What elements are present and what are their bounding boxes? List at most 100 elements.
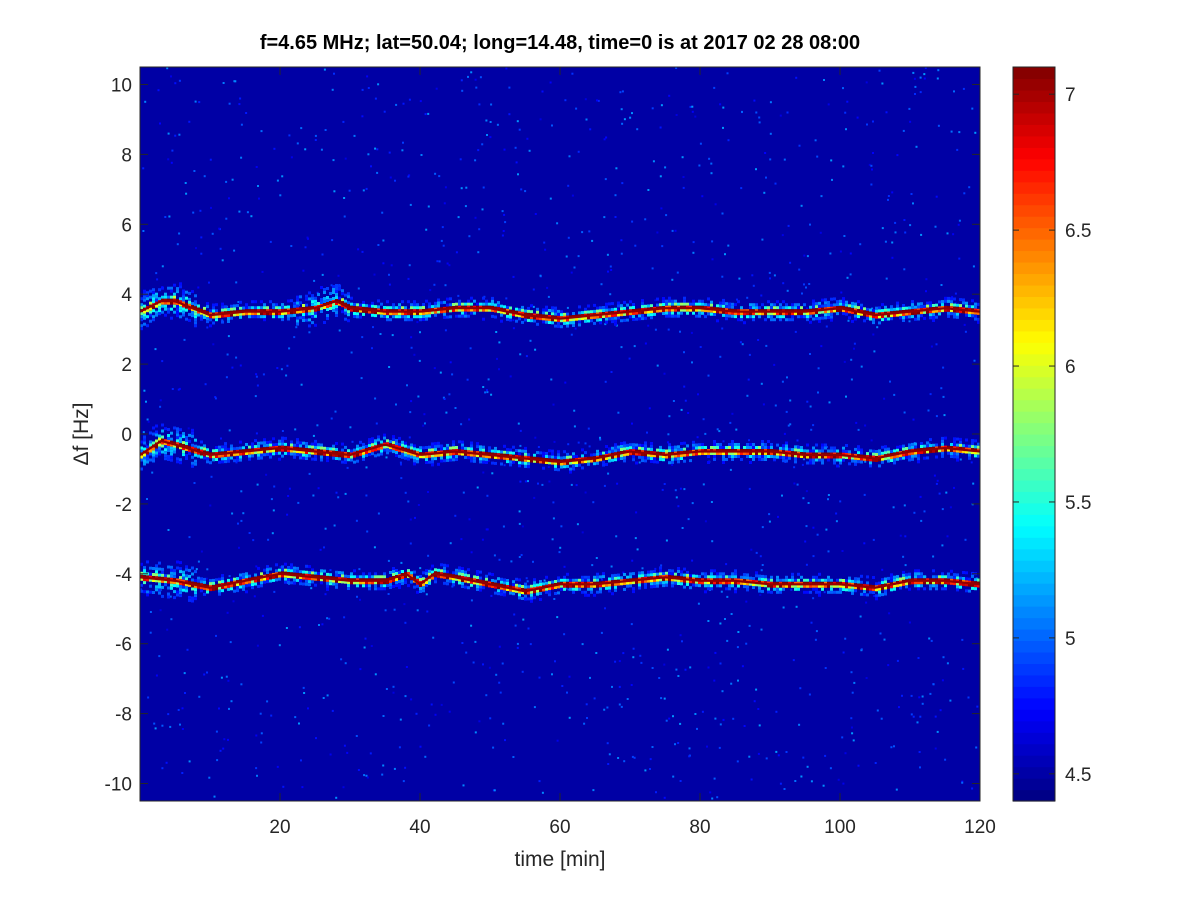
heatmap-cell: [530, 304, 533, 308]
heatmap-cell: [410, 580, 413, 584]
heatmap-cell: [146, 578, 149, 582]
heatmap-cell: [485, 583, 488, 587]
heatmap-cell: [524, 582, 527, 586]
heatmap-cell: [824, 310, 827, 314]
heatmap-cell: [395, 572, 398, 575]
heatmap-cell: [845, 303, 848, 307]
heatmap-cell: [584, 310, 587, 314]
heatmap-cell: [338, 454, 341, 458]
heatmap-cell: [769, 132, 772, 135]
heatmap-cell: [255, 734, 258, 737]
heatmap-cell: [143, 313, 146, 317]
heatmap-cell: [278, 457, 281, 461]
heatmap-cell: [915, 145, 918, 148]
heatmap-cell: [382, 764, 385, 767]
heatmap-cell: [488, 452, 491, 456]
heatmap-cell: [505, 67, 508, 70]
heatmap-cell: [554, 464, 557, 468]
heatmap-cell: [599, 321, 602, 325]
heatmap-cell: [464, 573, 467, 577]
heatmap-cell: [731, 412, 734, 415]
heatmap-cell: [567, 184, 570, 187]
heatmap-cell: [156, 278, 159, 281]
heatmap-cell: [563, 321, 566, 325]
heatmap-cell: [887, 447, 890, 451]
heatmap-cell: [255, 767, 258, 770]
heatmap-cell: [553, 598, 556, 600]
heatmap-cell: [149, 575, 152, 579]
heatmap-cell: [440, 456, 443, 460]
heatmap-cell: [681, 527, 684, 529]
heatmap-cell: [950, 455, 953, 458]
heatmap-cell: [611, 308, 614, 312]
heatmap-cell: [524, 309, 527, 313]
heatmap-cell: [584, 451, 587, 455]
heatmap-cell: [851, 459, 854, 463]
heatmap-cell: [644, 441, 647, 445]
heatmap-cell: [221, 574, 224, 578]
heatmap-cell: [155, 451, 158, 455]
heatmap-cell: [773, 306, 776, 310]
heatmap-cell: [728, 443, 731, 446]
heatmap-cell: [557, 450, 560, 454]
heatmap-cell: [578, 320, 581, 324]
heatmap-cell: [226, 611, 229, 614]
heatmap-cell: [695, 443, 698, 447]
heatmap-cell: [545, 458, 548, 461]
heatmap-cell: [179, 306, 182, 310]
heatmap-cell: [140, 458, 143, 462]
heatmap-cell: [427, 491, 429, 493]
heatmap-cell: [794, 303, 797, 307]
heatmap-cell: [681, 156, 684, 159]
heatmap-cell: [344, 451, 347, 455]
heatmap-cell: [533, 596, 536, 600]
heatmap-cell: [203, 583, 206, 587]
heatmap-cell: [572, 464, 575, 468]
heatmap-cell: [785, 306, 788, 310]
heatmap-cell: [770, 452, 773, 455]
heatmap-cell: [591, 239, 594, 242]
heatmap-cell: [769, 277, 771, 280]
heatmap-cell: [248, 312, 251, 316]
heatmap-cell: [395, 315, 398, 319]
heatmap-cell: [866, 316, 869, 320]
heatmap-cell: [155, 567, 158, 571]
heatmap-cell: [407, 454, 410, 458]
heatmap-cell: [602, 463, 605, 467]
heatmap-cell: [854, 305, 857, 309]
heatmap-cell: [149, 313, 152, 317]
heatmap-cell: [822, 784, 825, 787]
heatmap-cell: [341, 292, 344, 296]
heatmap-cell: [419, 315, 422, 319]
heatmap-cell: [275, 306, 278, 310]
heatmap-cell: [632, 303, 635, 306]
heatmap-cell: [571, 72, 574, 75]
heatmap-cell: [265, 473, 268, 476]
heatmap-cell: [446, 564, 449, 568]
heatmap-cell: [578, 463, 581, 467]
heatmap-cell: [415, 712, 418, 715]
heatmap-cell: [734, 455, 737, 458]
heatmap-cell: [257, 312, 260, 316]
heatmap-cell: [869, 308, 872, 312]
heatmap-cell: [167, 449, 170, 452]
heatmap-cell: [626, 452, 629, 456]
heatmap-cell: [671, 457, 674, 461]
heatmap-cell: [320, 443, 323, 447]
heatmap-cell: [534, 436, 537, 439]
heatmap-cell: [570, 333, 573, 336]
heatmap-cell: [916, 721, 919, 724]
heatmap-cell: [212, 343, 215, 346]
heatmap-cell: [812, 424, 815, 427]
heatmap-cell: [812, 461, 815, 465]
heatmap-cell: [365, 454, 368, 457]
heatmap-cell: [187, 427, 190, 430]
heatmap-cell: [182, 579, 185, 583]
heatmap-cell: [299, 310, 302, 314]
heatmap-cell: [206, 460, 209, 464]
heatmap-cell: [182, 582, 185, 586]
heatmap-cell: [675, 67, 678, 69]
heatmap-cell: [474, 640, 477, 643]
heatmap-cell: [140, 583, 143, 587]
heatmap-cell: [815, 630, 818, 633]
